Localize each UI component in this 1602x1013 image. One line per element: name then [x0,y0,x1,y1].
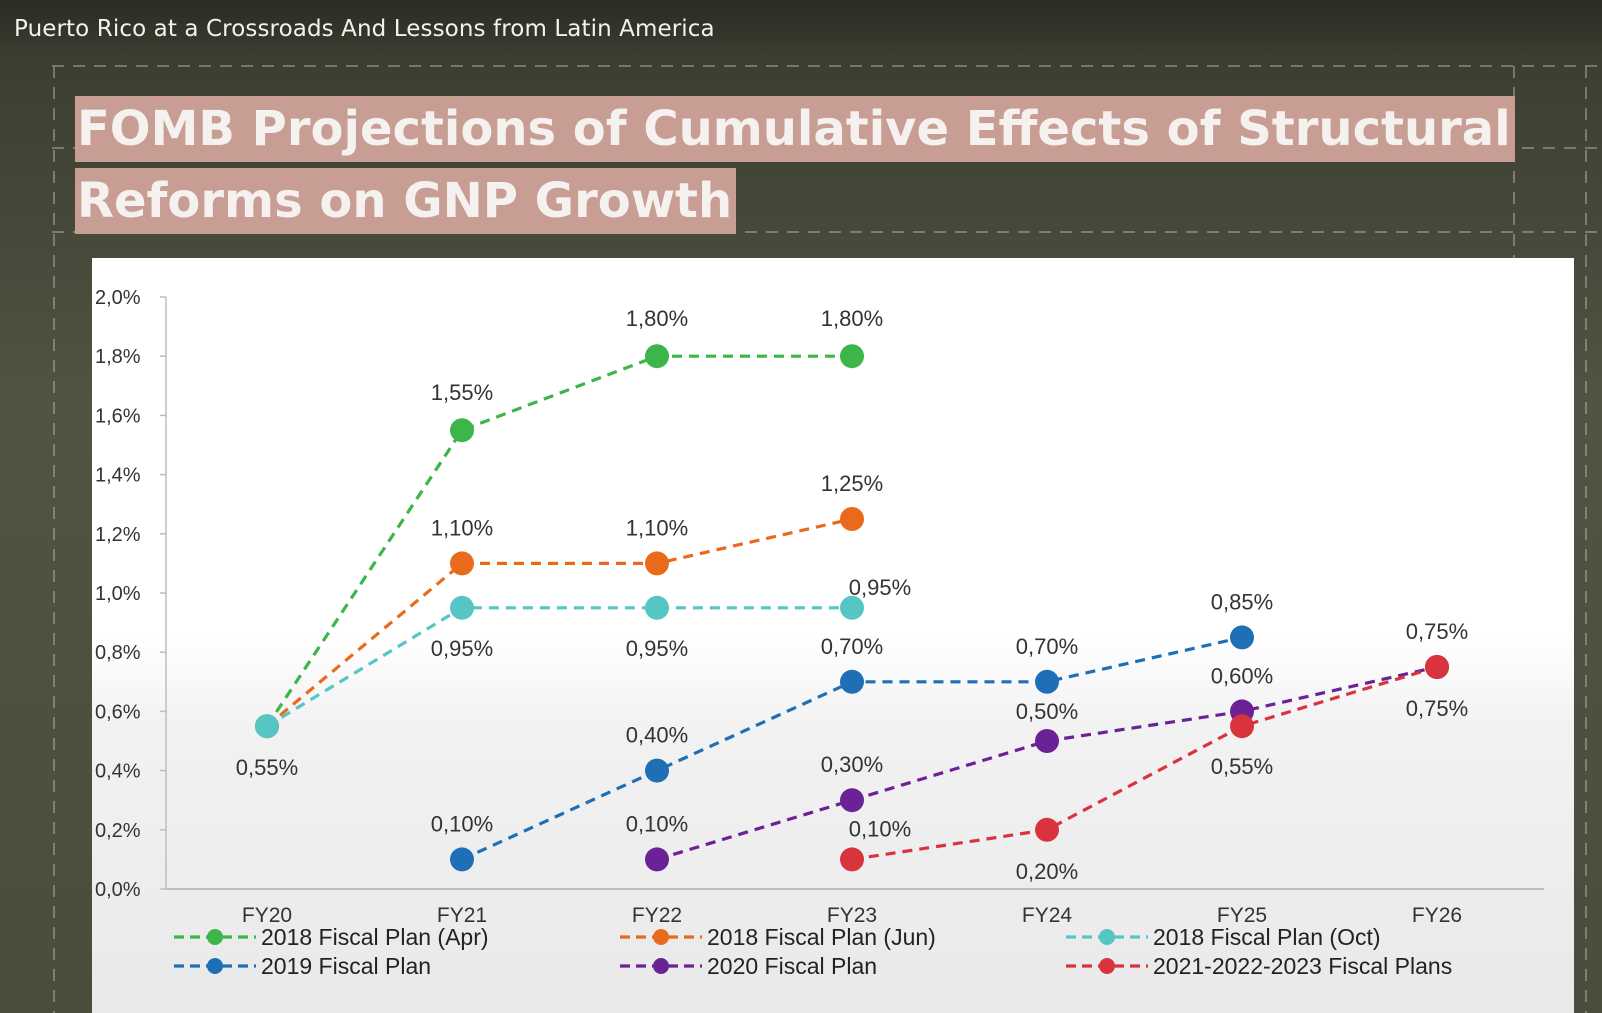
data-label: 0,50% [1016,699,1078,724]
legend-swatch-marker [1099,929,1115,945]
legend-item: 2019 Fiscal Plan [174,953,431,979]
chart-panel: 0,0% 0,2% 0,4% 0,6% 0,8% 1,0% 1,2% 1,4% 1,6% 1,8%… [92,258,1574,1013]
data-point [840,669,864,694]
data-point [645,847,669,872]
y-tick-label: 0,8% [95,642,141,664]
data-label: 0,95% [849,575,911,600]
data-label: 0,70% [1016,634,1078,659]
data-point [1035,669,1059,694]
series-line [851,665,1438,861]
data-label: 1,80% [626,306,688,331]
legend-item: 2021-2022-2023 Fiscal Plans [1066,953,1452,979]
legend-swatch-marker [207,929,223,945]
data-label: 1,55% [431,380,493,405]
data-label: 0,70% [821,634,883,659]
data-point [1035,729,1059,753]
legend-item: 2018 Fiscal Plan (Oct) [1066,924,1381,950]
video-title: Puerto Rico at a Crossroads And Lessons … [14,16,715,42]
y-tick-label: 0,2% [95,820,141,842]
legend-swatch-marker [207,958,223,974]
line-chart: 0,0% 0,2% 0,4% 0,6% 0,8% 1,0% 1,2% 1,4% 1,6% 1,8%… [95,287,1544,979]
series-line [265,517,853,728]
x-tick-label: FY20 [242,904,292,927]
data-point [840,788,864,813]
data-label: 0,10% [849,816,911,841]
data-label: 0,10% [431,811,493,836]
y-tick-label: 1,8% [95,346,141,368]
data-point [450,847,474,872]
x-tick-label: FY21 [437,904,487,927]
data-point [1425,655,1449,679]
data-label: 0,85% [1211,589,1273,614]
y-tick-label: 0,4% [95,761,141,783]
legend-swatch-marker [1099,958,1115,974]
legend-label: 2021-2022-2023 Fiscal Plans [1153,953,1452,979]
data-point [450,595,474,620]
data-label: 0,10% [626,811,688,836]
y-tick-label: 2,0% [95,287,141,309]
data-point [840,595,864,620]
data-label: 1,10% [431,515,493,540]
y-tick-label: 1,6% [95,405,141,427]
x-tick-label: FY24 [1022,904,1073,927]
slide-title-line-1: FOMB Projections of Cumulative Effects o… [75,96,1515,162]
series-line [265,354,852,728]
data-label: 1,80% [821,306,883,331]
legend-label: 2019 Fiscal Plan [261,953,431,979]
legend-swatch-marker [653,958,669,974]
data-point [645,595,669,620]
data-label: 1,10% [626,515,688,540]
data-point [255,714,279,739]
data-point [1230,714,1254,739]
slide-title-line-2: Reforms on GNP Growth [75,168,737,234]
legend-item: 2020 Fiscal Plan [620,953,877,979]
data-point [840,344,864,369]
data-label: 0,55% [1211,754,1273,779]
data-label: 0,75% [1406,619,1468,644]
data-label: 0,40% [626,723,688,748]
legend-swatch-marker [653,929,669,945]
data-point [645,551,669,576]
y-tick-label: 0,6% [95,701,141,723]
y-tick-label: 0,0% [95,879,141,901]
x-tick-label: FY25 [1217,904,1267,927]
data-label: 0,75% [1406,696,1468,721]
y-tick-label: 1,4% [95,465,141,487]
x-tick-label: FY26 [1412,904,1462,927]
series-line [656,665,1438,861]
data-label: 1,25% [821,471,883,496]
data-label: 0,20% [1016,859,1078,884]
data-label: 0,55% [236,755,298,780]
data-point [1035,817,1059,842]
y-tick-label: 1,0% [95,583,141,605]
legend-item: 2018 Fiscal Plan (Jun) [620,924,936,950]
data-label: 0,95% [626,636,688,661]
data-point [450,551,474,576]
data-point [450,418,474,443]
legend-item: 2018 Fiscal Plan (Apr) [174,924,489,950]
y-tick-label: 1,2% [95,524,141,546]
data-point [645,758,669,783]
data-label: 0,95% [431,636,493,661]
legend-label: 2018 Fiscal Plan (Jun) [707,924,936,950]
data-point [840,847,864,872]
legend-label: 2018 Fiscal Plan (Apr) [261,924,489,950]
x-tick-label: FY23 [827,904,877,927]
x-tick-label: FY22 [632,904,682,927]
data-point [645,344,669,369]
data-point [1230,625,1254,650]
data-label: 0,60% [1211,663,1273,688]
data-point [840,507,864,531]
legend-label: 2018 Fiscal Plan (Oct) [1153,924,1381,950]
data-label: 0,30% [821,752,883,777]
series-line [266,606,852,728]
legend-label: 2020 Fiscal Plan [707,953,877,979]
